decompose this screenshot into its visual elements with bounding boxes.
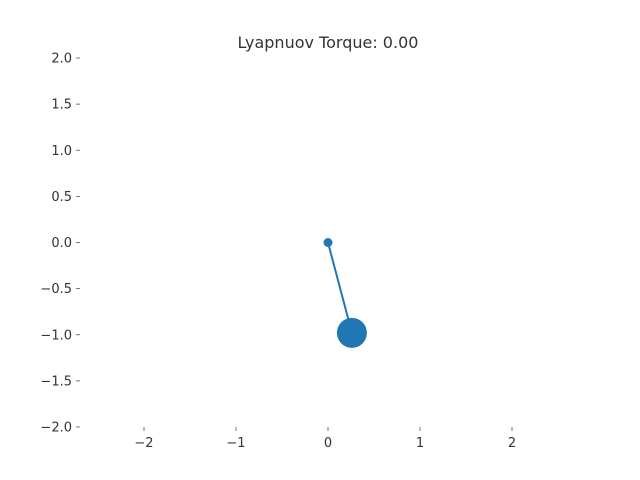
chart-title: Lyapnuov Torque: 0.00 [238,33,419,52]
y-axis: 2.0 1.5 1.0 0.5 0.0 −0.5 −1.0 −1.5 −2.0 [40,52,80,436]
x-tick-label: 2 [508,436,516,451]
y-tick-label: −0.5 [40,282,72,297]
x-tick-label: −1 [226,436,245,451]
pendulum-bob-point [336,317,367,348]
y-tick-label: 0.0 [51,236,72,251]
y-tick-label: 1.0 [51,144,72,159]
y-tick-label: 0.5 [51,190,72,205]
x-tick-label: 0 [324,436,332,451]
pendulum-rod [327,242,353,334]
y-tick-label: 2.0 [51,52,72,67]
y-tick-label: −1.0 [40,328,72,343]
y-tick-label: −2.0 [40,421,72,436]
pendulum-series [323,238,367,348]
pendulum-pivot-point [323,238,333,247]
x-axis: −2 −1 0 1 2 [134,427,516,451]
x-tick-label: −2 [134,436,153,451]
x-tick-label: 1 [416,436,424,451]
y-tick-label: 1.5 [51,98,72,113]
y-tick-label: −1.5 [40,374,72,389]
